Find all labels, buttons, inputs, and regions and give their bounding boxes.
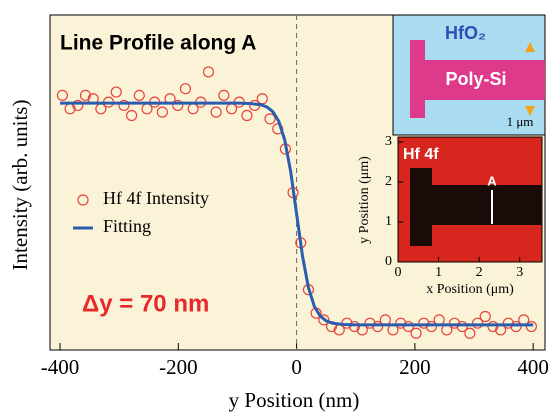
data-point [156,106,168,118]
x-tick-label: -400 [41,355,80,379]
data-point [364,317,376,329]
chart-title: Line Profile along A [60,32,256,55]
map-y-label: y Position (μm) [357,156,372,244]
legend-label: Hf 4f Intensity [103,188,209,208]
map-x-tick-label: 1 [435,265,442,280]
data-point [418,317,430,329]
data-point [72,99,84,112]
annotation: Δy = 70 nm [82,290,209,317]
data-point [471,317,484,329]
data-point [510,320,522,333]
scale-label: 1 μm [507,114,534,129]
map-y-tick-label: 1 [385,214,392,229]
map-marker: A [487,173,497,188]
x-tick-label: 200 [399,355,431,379]
data-point [464,327,476,339]
schematic-inset: HfO₂ Poly-Si 1 μm [392,14,546,136]
x-tick-label: 400 [517,355,549,379]
data-point [395,317,407,329]
data-point [218,89,230,102]
map-inset: Hf 4f A x Position (μm) y Position (μm) [357,136,543,297]
data-point [210,106,222,118]
gate-label: Poly-Si [445,69,506,89]
data-point [202,66,215,78]
data-point [525,320,537,333]
data-point [456,320,468,333]
x-axis-label: y Position (nm) [229,388,360,412]
legend: Hf 4f Intensity Fitting [73,188,209,236]
data-point [372,320,384,333]
data-point [79,89,92,102]
oxide-label: HfO₂ [445,23,486,43]
gate-shape [410,40,545,118]
data-point [410,327,422,339]
data-point [126,109,138,122]
legend-swatch [77,194,89,206]
data-point [56,89,69,102]
map-band [410,168,432,246]
map-y-tick-label: 3 [385,134,392,149]
data-point [318,314,330,326]
map-x-tick-label: 2 [476,265,483,280]
y-axis-label: Intensity (arb. units) [8,100,32,271]
data-point [118,99,130,112]
data-point [179,83,192,95]
data-point [110,86,122,98]
data-point [133,89,145,102]
map-title: Hf 4f [403,146,439,163]
x-tick-label: 0 [291,355,302,379]
data-point [448,317,461,329]
map-x-tick-label: 3 [516,265,523,280]
data-point [348,320,361,333]
data-point [479,310,491,323]
fit-line [60,101,534,327]
map-y-tick-label: 2 [385,174,392,189]
data-point [241,109,253,122]
data-point [402,320,414,333]
legend-label: Fitting [103,216,151,236]
data-point [264,113,276,125]
x-tick-label: -200 [159,355,198,379]
map-x-tick-label: 0 [395,265,402,280]
data-point [425,320,438,333]
map-x-label: x Position (μm) [426,282,514,297]
data-point [487,320,499,333]
data-point [172,99,184,112]
map-y-tick-label: 0 [385,254,392,269]
data-point [502,317,514,329]
